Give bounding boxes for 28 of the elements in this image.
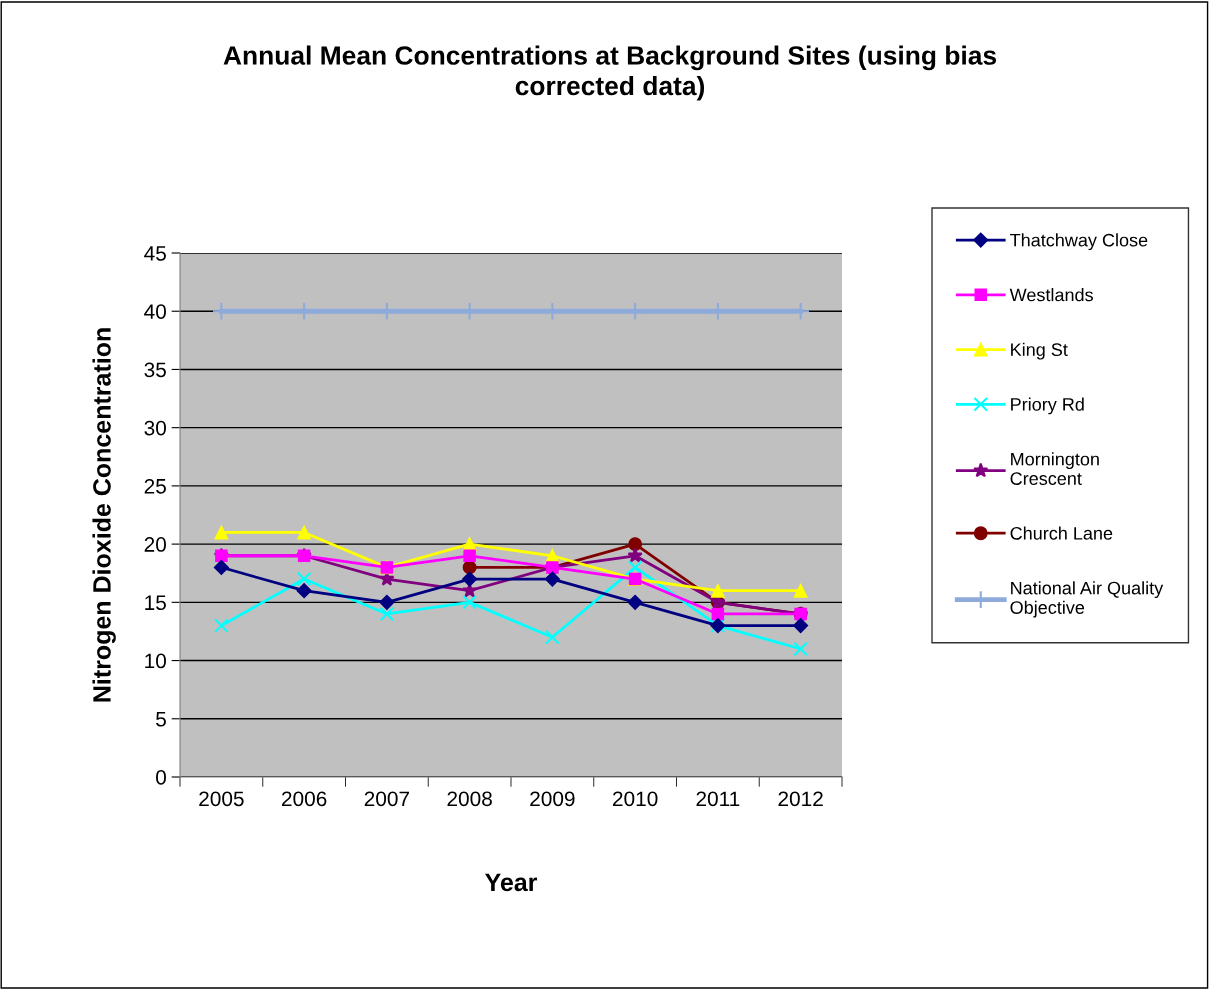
legend-label: Church Lane (1010, 526, 1113, 540)
x-tick-label: 2006 (282, 791, 327, 807)
y-tick-label: 40 (144, 304, 166, 319)
chart-title: Annual Mean Concentrations at Background Sites (using bias corrected data) (223, 45, 997, 101)
legend-label: National Air Quality Objective (1010, 581, 1164, 618)
y-tick-label: 30 (144, 420, 166, 436)
y-tick-label: 5 (156, 711, 166, 727)
y-tick-label: 25 (144, 478, 166, 494)
y-tick-label: 35 (144, 362, 166, 378)
x-tick-label: 2005 (199, 791, 244, 807)
y-tick-label: 10 (145, 653, 166, 669)
legend-label: Mornington Crescent (1010, 452, 1099, 485)
legend-label: Priory Rd (1011, 397, 1084, 415)
y-tick-label: 15 (145, 595, 166, 611)
x-tick-label: 2011 (696, 791, 740, 807)
legend-label: King St (1011, 342, 1068, 360)
x-tick-label: 2010 (613, 791, 658, 807)
x-axis-title: Year (485, 873, 538, 892)
x-tick-label: 2009 (530, 791, 575, 807)
legend-label: Westlands (1009, 288, 1093, 302)
y-tick-label: 45 (144, 246, 166, 261)
y-axis-title: Nitrogen Dioxide Concentration (92, 328, 116, 702)
y-tick-label: 20 (144, 537, 166, 552)
y-tick-label: 0 (156, 770, 166, 785)
x-tick-label: 2008 (447, 791, 492, 807)
x-tick-label: 2007 (364, 791, 409, 807)
legend-label: Thatchway Close (1010, 233, 1148, 251)
x-tick-label: 2012 (778, 791, 823, 807)
